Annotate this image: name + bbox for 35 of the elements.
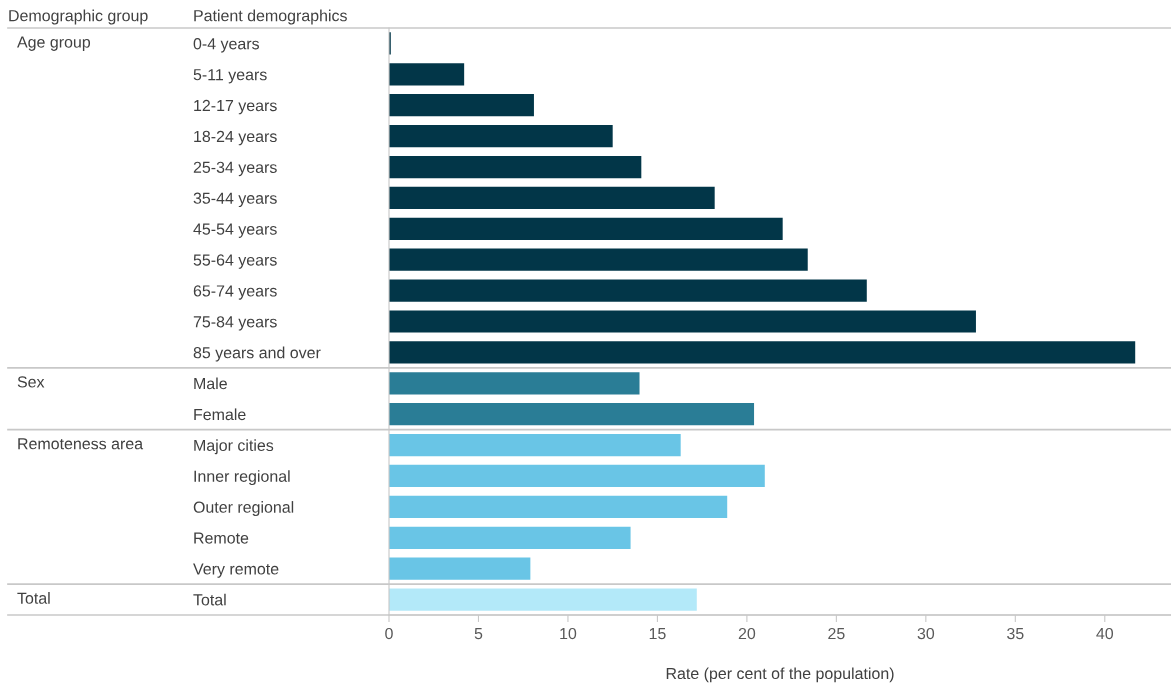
text: Remoteness area (18, 438, 144, 450)
x-tick-label: 25 (828, 627, 845, 640)
y-tick-label: Remote (194, 532, 249, 544)
text: Total (17, 592, 50, 604)
y-tick-label: 85 years and over (193, 346, 321, 362)
y-tick-label: 55-64 years (193, 254, 277, 269)
text: Age group (17, 36, 91, 51)
x-tick-label: 5 (474, 628, 483, 640)
y-tick-label: Inner regional (194, 470, 290, 486)
y-axis-title: Patient demographics (194, 9, 347, 25)
y-tick-label: 35-44 years (193, 192, 277, 208)
x-tick-label: 0 (385, 627, 393, 640)
y-tick-label: Major cities (194, 439, 274, 455)
x-tick-label: 10 (560, 627, 577, 640)
x-tick-label: 40 (1096, 627, 1114, 640)
y-tick-label: Outer regional (193, 501, 294, 516)
x-tick-label: 30 (917, 627, 935, 640)
y-tick-label: 12-17 years (194, 99, 277, 115)
x-tick-label: 15 (649, 628, 666, 640)
text: Demographic group (9, 9, 148, 25)
text: Sex (17, 376, 45, 388)
y-tick-label: Male (194, 377, 227, 390)
x-tick-label: 20 (738, 627, 756, 640)
y-tick-label: 0-4 years (193, 38, 259, 53)
x-tick-label: 35 (1007, 627, 1024, 640)
x-axis-title: Rate (per cent of the population) (666, 667, 894, 683)
y-tick-label: 18-24 years (194, 130, 277, 146)
y-tick-label: 25-34 years (193, 161, 277, 177)
y-tick-label: 65-74 years (193, 285, 277, 300)
y-tick-label: Very remote (193, 563, 279, 578)
y-tick-label: Total (193, 593, 226, 606)
y-tick-label: 45-54 years (193, 223, 277, 238)
y-tick-label: 75-84 years (193, 316, 277, 331)
y-tick-label: Female (194, 408, 246, 421)
y-tick-label: 5-11 years (193, 69, 267, 84)
